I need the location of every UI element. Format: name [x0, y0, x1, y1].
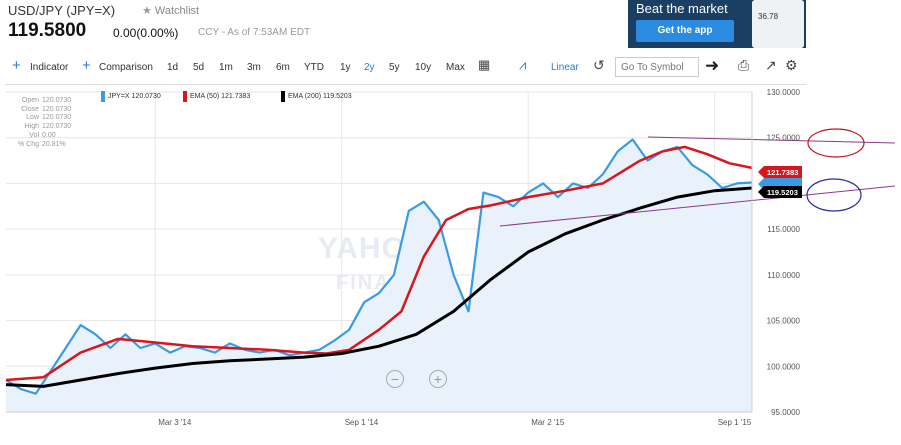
- stat-key: High: [24, 123, 39, 131]
- range-3m[interactable]: 3m: [247, 62, 261, 73]
- range-2y[interactable]: 2y: [364, 62, 375, 73]
- stat-value: 120.0730: [42, 123, 72, 131]
- trendline-top: [647, 136, 896, 144]
- range-6m[interactable]: 6m: [276, 62, 290, 73]
- zoom-out-icon[interactable]: −: [386, 370, 404, 388]
- indicator-button[interactable]: Indicator: [30, 62, 69, 73]
- watchlist-label: Watchlist: [154, 5, 200, 17]
- range-5d[interactable]: 5d: [193, 62, 205, 73]
- ohlc-stats: Open 120.0730 Close 120.0730 Low 120.0730 High…: [8, 97, 71, 149]
- y-tick-label: 110.0000: [767, 271, 800, 280]
- y-tick-label: 130.0000: [767, 88, 801, 97]
- price-tag: [758, 186, 802, 198]
- stat-row: % Chg 20.81%: [8, 141, 71, 150]
- y-tick-label: 100.0000: [767, 362, 801, 371]
- annotation-circle-red: [807, 128, 865, 158]
- linear-scale-toggle[interactable]: Linear: [551, 62, 579, 73]
- stat-value: 120.0730: [42, 114, 72, 122]
- quote-price: 119.5800: [8, 20, 87, 41]
- y-tick-label: 105.0000: [767, 317, 801, 326]
- range-5y[interactable]: 5y: [389, 62, 400, 73]
- stat-row: Low 120.0730: [8, 114, 71, 123]
- get-app-button[interactable]: Get the app: [636, 20, 734, 42]
- x-tick-label: Mar 2 '15: [531, 418, 565, 427]
- stat-row: High 120.0730: [8, 123, 72, 132]
- chart-area: [5, 84, 806, 431]
- stat-key: Vol: [29, 131, 39, 139]
- zoom-in-icon[interactable]: +: [429, 370, 447, 388]
- stat-key: Close: [21, 105, 39, 113]
- stat-key: Low: [26, 114, 39, 122]
- comparison-button[interactable]: Comparison: [99, 62, 153, 73]
- print-icon[interactable]: ⎙: [738, 57, 750, 73]
- plus-icon[interactable]: +: [82, 57, 91, 74]
- quote-timestamp: CCY - As of 7:53AM EDT: [198, 27, 311, 38]
- x-tick-label: Mar 3 '14: [158, 418, 192, 427]
- legend-swatch: [281, 91, 285, 102]
- trendline-bottom: [499, 185, 896, 227]
- range-max[interactable]: Max: [446, 62, 465, 73]
- reset-icon[interactable]: ↺: [593, 57, 605, 73]
- y-tick-label: 95.0000: [771, 408, 800, 417]
- annotation-circle-blue: [806, 178, 862, 212]
- legend-swatch: [183, 91, 187, 102]
- range-1y[interactable]: 1y: [340, 62, 351, 73]
- ad-title: Beat the market: [636, 1, 728, 16]
- y-tick-label: 115.0000: [767, 225, 800, 234]
- range-1m[interactable]: 1m: [219, 62, 233, 73]
- stat-value: 20.81%: [42, 140, 66, 148]
- legend-jpy: JPY=X 120.0730: [101, 91, 161, 102]
- settings-gear-icon[interactable]: ⚙: [785, 57, 798, 73]
- range-ytd[interactable]: YTD: [304, 62, 324, 73]
- chart-type-icon[interactable]: ⩘: [519, 57, 527, 72]
- stat-row: Vol 0.00: [8, 132, 71, 141]
- stat-key: % Chg: [17, 140, 39, 148]
- price-tag-label: 121.7383: [767, 168, 798, 177]
- legend-label: JPY=X 120.0730: [108, 93, 161, 100]
- stat-value: 120.0730: [42, 105, 72, 113]
- price-area-fill: [6, 139, 752, 413]
- go-arrow-icon[interactable]: ➜: [705, 56, 720, 75]
- watchlist-link[interactable]: ★ Watchlist: [142, 4, 199, 17]
- legend-label: EMA (200) 119.5203: [288, 93, 352, 100]
- stat-value: 0.00: [42, 131, 56, 139]
- chart-toolbar: + Indicator + Comparison 1d 5d 1m 3m 6m …: [0, 54, 806, 82]
- plus-icon[interactable]: +: [12, 57, 21, 74]
- price-tag-label: 119.5203: [767, 188, 798, 197]
- calendar-icon[interactable]: ▦: [478, 57, 491, 72]
- app-ad-banner[interactable]: Beat the market Get the app 36.78: [628, 0, 806, 48]
- series-line-ema-50-: [5, 145, 753, 382]
- y-tick-label: 125.0000: [767, 134, 801, 143]
- legend-swatch: [101, 91, 105, 102]
- price-tag: [758, 166, 802, 178]
- share-icon[interactable]: ↗: [765, 57, 777, 73]
- phone-value: 36.78: [758, 12, 779, 21]
- legend-ema200: EMA (200) 119.5203: [281, 91, 352, 102]
- legend-ema50: EMA (50) 121.7383: [183, 91, 250, 102]
- quote-title: USD/JPY (JPY=X): [8, 3, 116, 18]
- legend-label: EMA (50) 121.7383: [190, 93, 251, 100]
- phone-image: 36.78: [752, 0, 804, 48]
- stat-key: Open: [21, 97, 39, 104]
- symbol-search-input[interactable]: [615, 57, 699, 77]
- x-tick-label: Sep 1 '15: [718, 418, 752, 427]
- stat-row: Close 120.0730: [8, 106, 71, 115]
- stat-row: Open 120.0730: [8, 97, 71, 106]
- stat-value: 120.0730: [42, 97, 72, 104]
- quote-change: 0.00(0.00%): [113, 26, 179, 40]
- x-tick-label: Sep 1 '14: [345, 418, 379, 427]
- range-1d[interactable]: 1d: [167, 62, 179, 73]
- series-line-ema-200-: [5, 186, 753, 388]
- star-icon: ★: [142, 5, 152, 17]
- range-10y[interactable]: 10y: [415, 62, 432, 73]
